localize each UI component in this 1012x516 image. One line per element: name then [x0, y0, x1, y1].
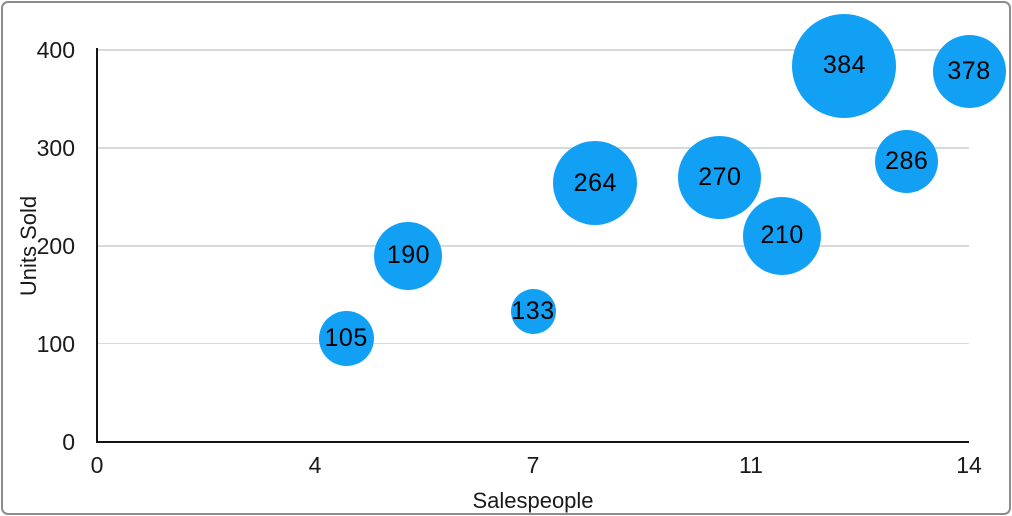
gridline-y-100	[98, 342, 969, 345]
bubble-value-label: 264	[573, 168, 617, 197]
bubble-value-label: 190	[386, 241, 431, 270]
bubble-value-label: 270	[698, 162, 742, 191]
bubble-value-label: 210	[760, 221, 804, 250]
x-tick-label-14: 14	[956, 452, 982, 478]
bubble-value-label: 133	[511, 296, 555, 325]
y-axis-line	[95, 48, 99, 443]
y-tick-label-200: 200	[36, 232, 75, 259]
x-tick-label-11: 11	[739, 452, 763, 478]
bubble-105: 105	[318, 311, 374, 367]
bubble-270: 270	[678, 135, 762, 219]
gridline-y-300	[98, 147, 969, 149]
x-axis-line	[95, 440, 969, 443]
bubble-value-label: 105	[324, 324, 368, 353]
bubble-286: 286	[875, 130, 939, 194]
bubble-190: 190	[374, 221, 443, 290]
bubble-384: 384	[792, 13, 897, 118]
gridline-y-400	[98, 49, 969, 51]
bubble-value-label: 384	[822, 51, 867, 80]
bubble-value-label: 378	[947, 57, 991, 86]
bubble-210: 210	[743, 196, 822, 275]
bubble-133: 133	[510, 288, 556, 334]
gridline-y-200	[98, 245, 969, 247]
y-tick-label-0: 0	[62, 428, 75, 455]
x-tick-label-7: 7	[526, 452, 540, 478]
x-axis-title: Salespeople	[472, 488, 594, 513]
bubble-264: 264	[553, 141, 638, 226]
bubble-378: 378	[932, 35, 1006, 109]
y-tick-label-100: 100	[36, 330, 75, 357]
x-tick-label-4: 4	[308, 452, 322, 478]
bubble-value-label: 286	[885, 147, 929, 176]
y-tick-label-300: 300	[36, 134, 75, 161]
y-axis-title: Units Sold	[16, 195, 41, 296]
x-tick-label-0: 0	[90, 452, 104, 478]
y-tick-label-400: 400	[36, 37, 75, 63]
